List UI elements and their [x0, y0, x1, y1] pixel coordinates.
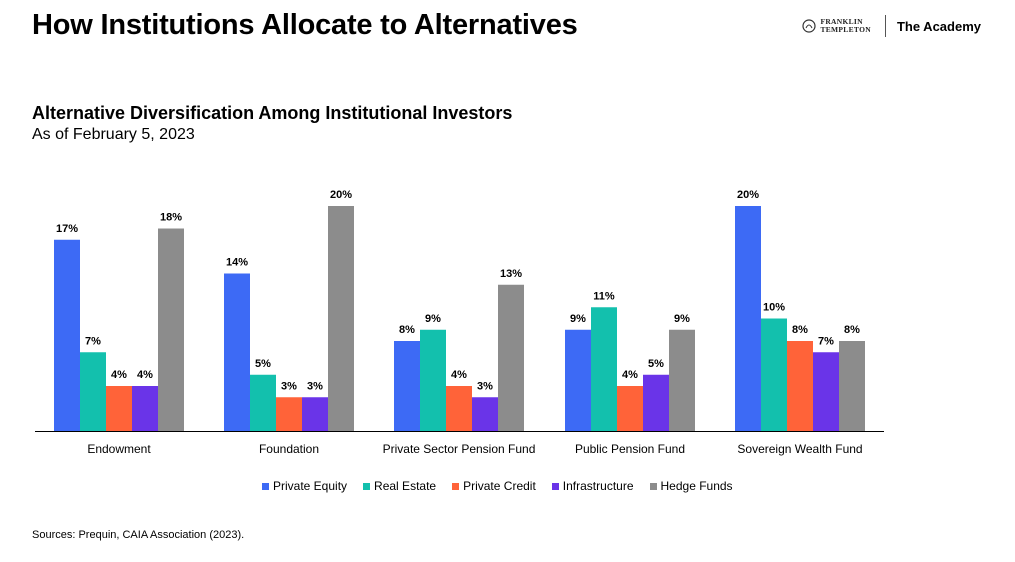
bar-infrastructure-4	[813, 352, 839, 431]
data-label: 7%	[85, 335, 101, 347]
data-label: 14%	[226, 257, 248, 269]
data-label: 3%	[477, 380, 493, 392]
brand-line-2: TEMPLETON	[820, 25, 871, 34]
data-label: 18%	[160, 212, 182, 224]
bar-private-equity-2	[394, 341, 420, 431]
legend-swatch	[551, 482, 559, 490]
data-label: 11%	[593, 290, 615, 302]
data-label: 13%	[500, 268, 522, 280]
legend-item: Infrastructure	[551, 479, 634, 493]
page-title: How Institutions Allocate to Alternative…	[32, 9, 578, 41]
brand-divider	[884, 15, 886, 37]
chart-subtitle: As of February 5, 2023	[32, 126, 195, 143]
bar-real-estate-1	[250, 374, 276, 431]
laurel-icon	[802, 19, 817, 33]
category-label: Endowment	[87, 442, 151, 456]
bar-private-equity-0	[54, 239, 80, 431]
data-label: 8%	[792, 324, 808, 336]
data-label: 8%	[844, 324, 860, 336]
bar-hedge-funds-2	[498, 284, 524, 431]
bar-private-credit-3	[617, 386, 643, 431]
bar-real-estate-3	[591, 307, 617, 431]
bar-infrastructure-3	[643, 374, 669, 431]
legend-swatch	[262, 482, 269, 490]
bar-private-credit-2	[446, 386, 472, 431]
category-label: Sovereign Wealth Fund	[737, 442, 862, 456]
data-label: 4%	[111, 369, 127, 381]
data-label: 20%	[737, 189, 759, 201]
legend-label: Private Credit	[463, 479, 536, 493]
category-label: Public Pension Fund	[575, 442, 685, 456]
data-label: 4%	[137, 369, 153, 381]
bar-hedge-funds-1	[328, 206, 354, 431]
franklin-templeton-logo: FRANKLIN TEMPLETON	[802, 18, 871, 34]
legend-item: Hedge Funds	[649, 479, 733, 493]
data-label: 5%	[255, 358, 271, 370]
bar-infrastructure-1	[302, 397, 328, 431]
bar-real-estate-4	[761, 318, 787, 431]
data-label: 9%	[570, 313, 586, 325]
data-label: 8%	[399, 324, 415, 336]
legend-label: Private Equity	[273, 479, 348, 493]
chart-title: Alternative Diversification Among Instit…	[32, 103, 513, 123]
legend-item: Private Equity	[262, 479, 347, 493]
bar-infrastructure-2	[472, 397, 498, 431]
bar-real-estate-0	[80, 352, 106, 431]
bar-private-credit-0	[106, 386, 132, 431]
legend-label: Hedge Funds	[660, 479, 733, 493]
data-label: 9%	[425, 313, 441, 325]
bar-private-equity-1	[224, 273, 250, 431]
source-note: Sources: Prequin, CAIA Association (2023…	[32, 529, 245, 541]
legend-swatch	[649, 482, 657, 490]
bar-private-equity-3	[565, 329, 591, 431]
data-label: 3%	[281, 380, 297, 392]
data-label: 7%	[818, 335, 834, 347]
legend-item: Private Credit	[452, 479, 536, 493]
legend-label: Real Estate	[374, 479, 437, 493]
legend-swatch	[363, 482, 371, 490]
data-label: 9%	[674, 313, 690, 325]
legend-item: Real Estate	[363, 479, 436, 493]
bar-hedge-funds-4	[839, 341, 865, 431]
bar-private-credit-1	[276, 397, 302, 431]
data-label: 4%	[451, 369, 467, 381]
data-label: 20%	[330, 189, 352, 201]
brand-line-1: FRANKLIN	[820, 17, 863, 26]
data-label: 4%	[622, 369, 638, 381]
legend-swatch	[452, 482, 460, 490]
bar-real-estate-2	[420, 329, 446, 431]
data-label: 5%	[648, 358, 664, 370]
chart-legend: Private Equity Real Estate Private Credit I…	[0, 479, 1015, 493]
bar-private-credit-4	[787, 341, 813, 431]
data-label: 10%	[763, 302, 785, 314]
data-label: 3%	[307, 380, 323, 392]
category-label: Private Sector Pension Fund	[383, 442, 536, 456]
brand-header: FRANKLIN TEMPLETON The Academy	[802, 14, 981, 38]
brand-academy: The Academy	[896, 18, 981, 34]
bar-infrastructure-0	[132, 386, 158, 431]
category-label: Foundation	[259, 442, 319, 456]
bar-private-equity-4	[735, 206, 761, 431]
data-label: 17%	[56, 223, 78, 235]
legend-label: Infrastructure	[562, 479, 634, 493]
bar-hedge-funds-0	[158, 228, 184, 431]
bar-hedge-funds-3	[669, 329, 695, 431]
